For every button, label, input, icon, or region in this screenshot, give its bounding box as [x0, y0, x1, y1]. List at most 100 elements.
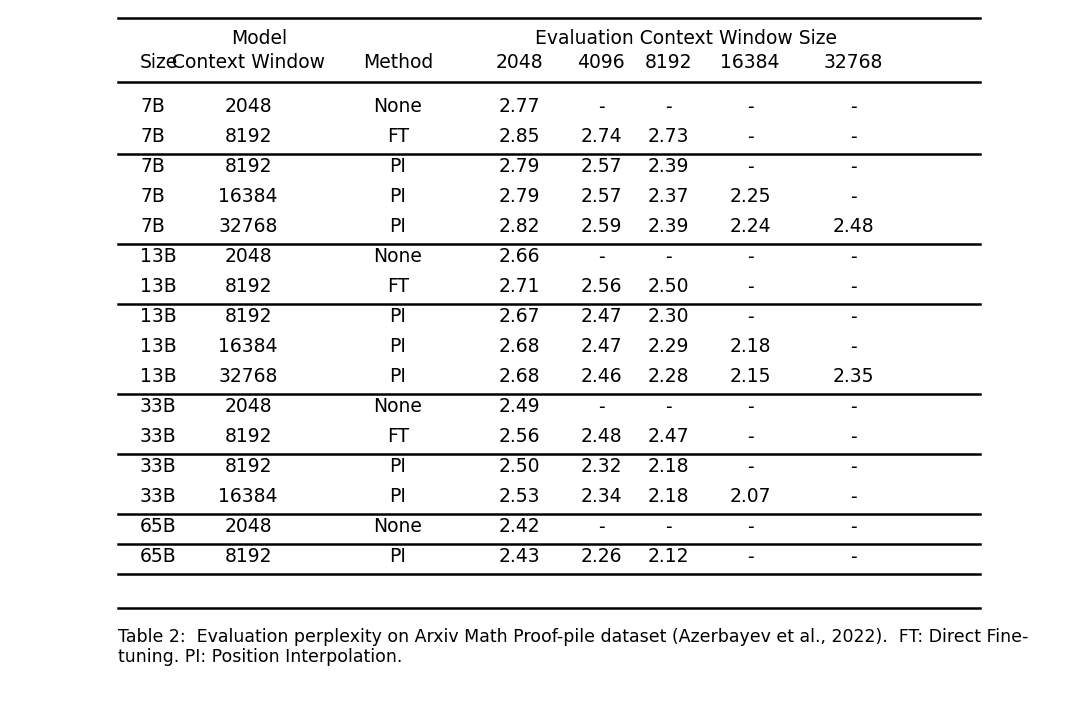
Text: 7B: 7B	[140, 218, 165, 237]
Text: -: -	[850, 128, 856, 147]
Text: -: -	[747, 518, 753, 537]
Text: 2.50: 2.50	[648, 277, 689, 296]
Text: 2.37: 2.37	[648, 187, 689, 206]
Text: -: -	[597, 398, 605, 417]
Text: 32768: 32768	[823, 54, 882, 73]
Text: 2.85: 2.85	[498, 128, 540, 147]
Text: 2.53: 2.53	[498, 487, 540, 507]
Text: None: None	[373, 398, 423, 417]
Text: 65B: 65B	[140, 547, 176, 566]
Text: 2.12: 2.12	[648, 547, 689, 566]
Text: 2048: 2048	[224, 97, 272, 116]
Text: 2.68: 2.68	[498, 338, 540, 356]
Text: tuning. PI: Position Interpolation.: tuning. PI: Position Interpolation.	[118, 648, 402, 666]
Text: 2.79: 2.79	[498, 158, 540, 176]
Text: 2.66: 2.66	[498, 248, 540, 266]
Text: 13B: 13B	[140, 308, 176, 327]
Text: 33B: 33B	[140, 398, 176, 417]
Text: -: -	[747, 398, 753, 417]
Text: -: -	[850, 398, 856, 417]
Text: 2.73: 2.73	[648, 128, 689, 147]
Text: 4096: 4096	[577, 54, 625, 73]
Text: -: -	[850, 457, 856, 476]
Text: 2.26: 2.26	[580, 547, 622, 566]
Text: Evaluation Context Window Size: Evaluation Context Window Size	[535, 28, 837, 47]
Text: 2.25: 2.25	[730, 187, 770, 206]
Text: 2.30: 2.30	[648, 308, 689, 327]
Text: 2.48: 2.48	[580, 428, 622, 446]
Text: 7B: 7B	[140, 97, 165, 116]
Text: 8192: 8192	[224, 128, 272, 147]
Text: 2.47: 2.47	[580, 308, 622, 327]
Text: 2.46: 2.46	[580, 367, 622, 386]
Text: -: -	[747, 457, 753, 476]
Text: -: -	[747, 308, 753, 327]
Text: -: -	[665, 248, 671, 266]
Text: 2048: 2048	[224, 518, 272, 537]
Text: 2.39: 2.39	[648, 218, 689, 237]
Text: PI: PI	[390, 158, 407, 176]
Text: 2.56: 2.56	[580, 277, 622, 296]
Text: 2.18: 2.18	[730, 338, 770, 356]
Text: 13B: 13B	[140, 367, 176, 386]
Text: 2.07: 2.07	[730, 487, 770, 507]
Text: Method: Method	[363, 54, 434, 73]
Text: 13B: 13B	[140, 248, 176, 266]
Text: 2048: 2048	[224, 248, 272, 266]
Text: 2.42: 2.42	[498, 518, 540, 537]
Text: 7B: 7B	[140, 187, 165, 206]
Text: PI: PI	[390, 187, 407, 206]
Text: PI: PI	[390, 457, 407, 476]
Text: 13B: 13B	[140, 277, 176, 296]
Text: 2.57: 2.57	[580, 158, 622, 176]
Text: 2.82: 2.82	[498, 218, 540, 237]
Text: FT: FT	[387, 428, 409, 446]
Text: 8192: 8192	[224, 428, 272, 446]
Text: PI: PI	[390, 338, 407, 356]
Text: 2.79: 2.79	[498, 187, 540, 206]
Text: -: -	[747, 547, 753, 566]
Text: 16384: 16384	[720, 54, 780, 73]
Text: 2.71: 2.71	[498, 277, 540, 296]
Text: -: -	[597, 518, 605, 537]
Text: -: -	[850, 487, 856, 507]
Text: 8192: 8192	[224, 308, 272, 327]
Text: 7B: 7B	[140, 158, 165, 176]
Text: -: -	[850, 547, 856, 566]
Text: -: -	[665, 398, 671, 417]
Text: 33B: 33B	[140, 428, 176, 446]
Text: 2.59: 2.59	[580, 218, 622, 237]
Text: 2.47: 2.47	[647, 428, 689, 446]
Text: 2.15: 2.15	[730, 367, 770, 386]
Text: -: -	[747, 128, 753, 147]
Text: None: None	[373, 97, 423, 116]
Text: -: -	[665, 97, 671, 116]
Text: PI: PI	[390, 547, 407, 566]
Text: 2.18: 2.18	[648, 457, 689, 476]
Text: 8192: 8192	[224, 158, 272, 176]
Text: 16384: 16384	[218, 338, 278, 356]
Text: 65B: 65B	[140, 518, 176, 537]
Text: -: -	[597, 97, 605, 116]
Text: -: -	[747, 428, 753, 446]
Text: 16384: 16384	[218, 487, 278, 507]
Text: 2048: 2048	[495, 54, 542, 73]
Text: Table 2:  Evaluation perplexity on Arxiv Math Proof-pile dataset (Azerbayev et a: Table 2: Evaluation perplexity on Arxiv …	[118, 628, 1029, 646]
Text: PI: PI	[390, 487, 407, 507]
Text: 33B: 33B	[140, 457, 176, 476]
Text: 8192: 8192	[645, 54, 692, 73]
Text: PI: PI	[390, 218, 407, 237]
Text: 13B: 13B	[140, 338, 176, 356]
Text: -: -	[597, 248, 605, 266]
Text: -: -	[850, 308, 856, 327]
Text: None: None	[373, 518, 423, 537]
Text: -: -	[850, 518, 856, 537]
Text: 2.77: 2.77	[498, 97, 540, 116]
Text: 32768: 32768	[218, 367, 278, 386]
Text: 2.32: 2.32	[580, 457, 622, 476]
Text: 32768: 32768	[218, 218, 278, 237]
Text: -: -	[850, 277, 856, 296]
Text: Context Window: Context Window	[171, 54, 325, 73]
Text: Model: Model	[231, 28, 287, 47]
Text: Size: Size	[140, 54, 179, 73]
